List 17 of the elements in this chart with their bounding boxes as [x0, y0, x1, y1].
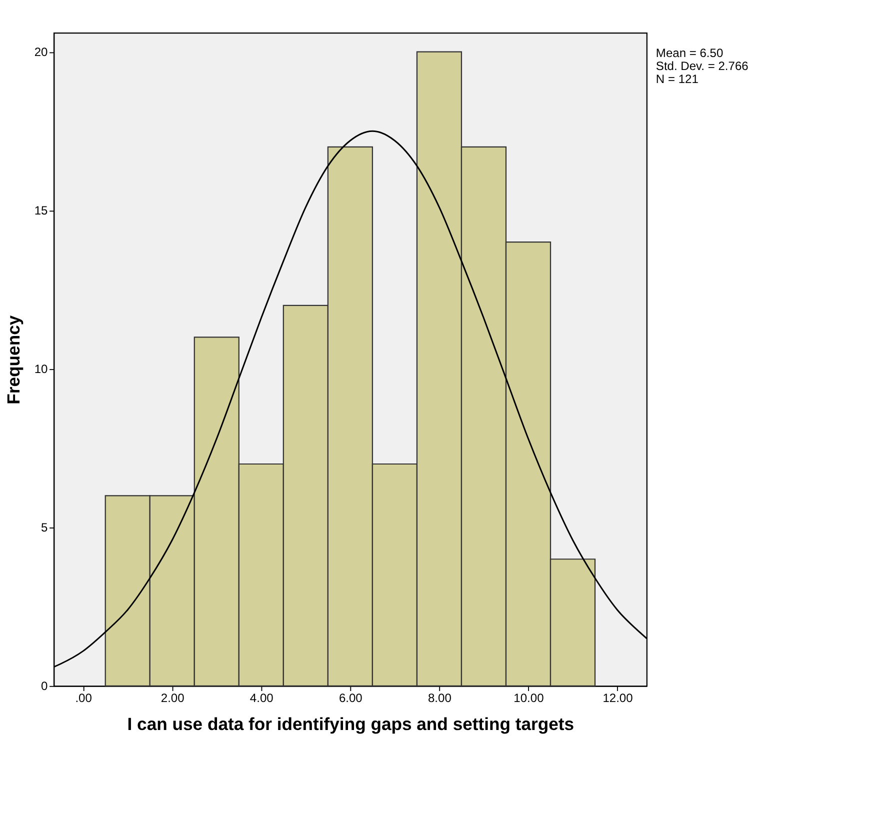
y-tick-label: 10 [34, 362, 48, 376]
text: Mean = 6.50 [656, 46, 724, 60]
text: Std. Dev. = 2.766 [656, 58, 749, 73]
x-tick-label: 8.00 [428, 691, 452, 706]
x-tick-label: 10.00 [514, 691, 544, 706]
text: N = 121 [656, 72, 699, 86]
x-tick-label: 6.00 [338, 691, 363, 706]
x-tick-label: 4.00 [250, 691, 274, 706]
y-tick-label: 15 [34, 204, 48, 218]
y-axis-title: Frequency [3, 315, 24, 404]
y-tick-label: 20 [34, 45, 48, 59]
y-tick-label: 5 [41, 520, 48, 535]
x-tick-label: 2.00 [160, 691, 185, 706]
x-tick-label: .00 [75, 691, 92, 706]
x-axis-title: I can use data for identifying gaps and setting targets [127, 714, 574, 734]
x-tick-label: 12.00 [602, 691, 634, 706]
y-tick-label: 0 [41, 679, 48, 694]
